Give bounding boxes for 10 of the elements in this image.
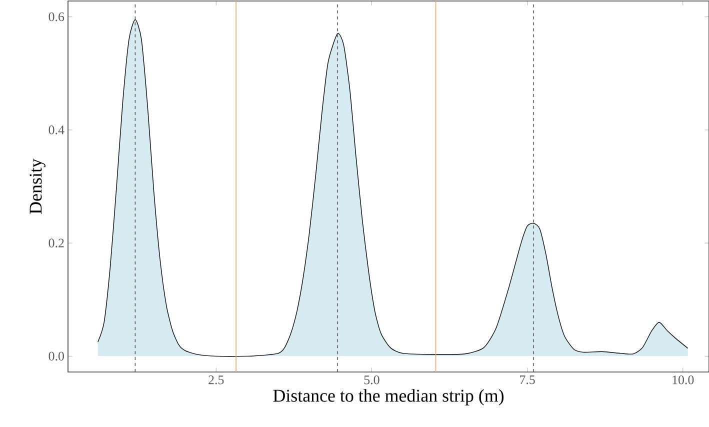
y-axis-title: Density [30, 158, 46, 214]
y-tick-label: 0.2 [48, 238, 64, 248]
x-tick-label: 7.5 [520, 376, 535, 384]
y-tick-label: 0.6 [48, 12, 64, 22]
x-tick-label: 5.0 [364, 376, 380, 384]
y-tick-label: 0.0 [48, 352, 64, 361]
x-tick-label: 2.5 [208, 376, 224, 384]
x-axis-title: Distance to the median strip (m) [273, 389, 504, 406]
y-tick-label: 0.4 [48, 126, 64, 134]
x-tick-label: 10.0 [672, 376, 694, 384]
